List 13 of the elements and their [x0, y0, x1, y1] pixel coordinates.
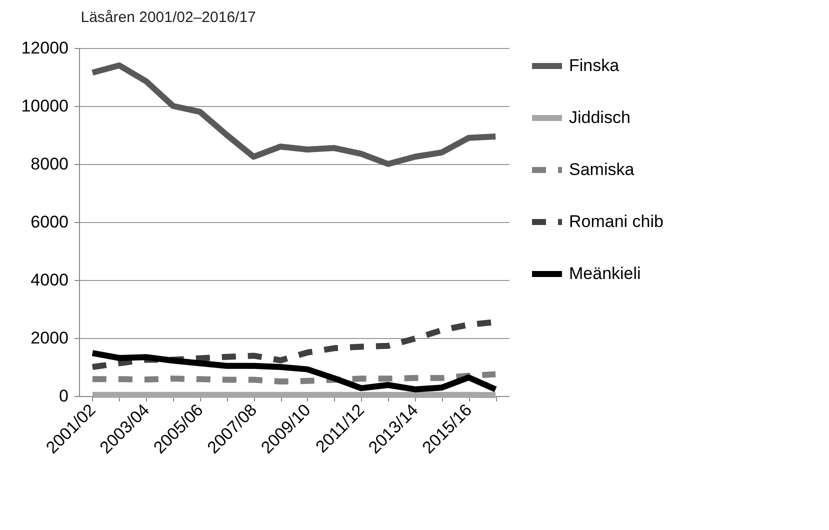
- y-tick-label: 10000: [21, 96, 68, 116]
- y-tick-label: 2000: [30, 328, 68, 348]
- legend-label: Romani chib: [569, 212, 664, 231]
- y-tick-label: 0: [59, 386, 68, 406]
- legend-label: Finska: [569, 56, 620, 75]
- y-tick-label: 8000: [30, 154, 68, 174]
- y-tick-label: 6000: [30, 212, 68, 232]
- y-tick-label: 4000: [30, 270, 68, 290]
- legend-label: Meänkieli: [569, 264, 641, 283]
- legend-label: Jiddisch: [569, 108, 630, 127]
- chart-title: Läsåren 2001/02–2016/17: [80, 9, 256, 26]
- y-tick-label: 12000: [21, 38, 68, 58]
- legend-label: Samiska: [569, 160, 635, 179]
